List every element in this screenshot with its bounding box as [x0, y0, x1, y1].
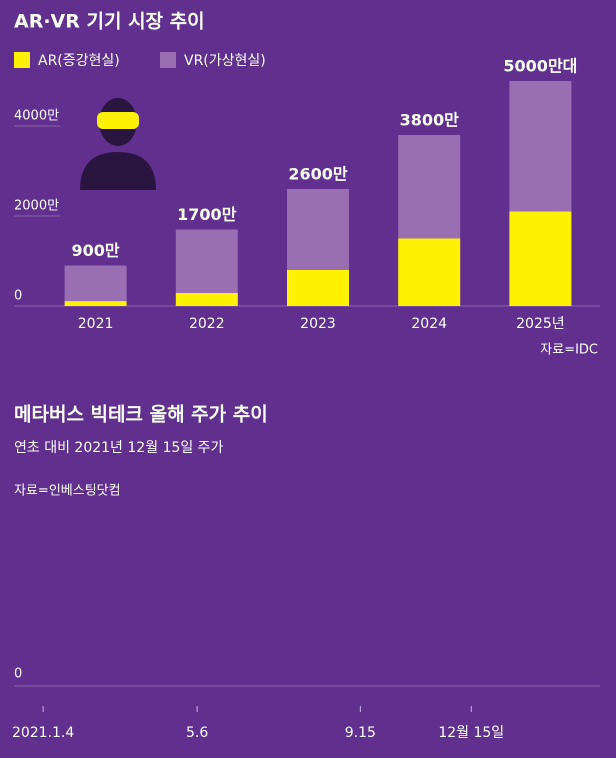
legend-label: AR(증강현실) [38, 53, 120, 69]
legend-label: VR(가상현실) [184, 53, 266, 69]
chart-title: 메타버스 빅테크 올해 주가 추이 [14, 404, 268, 426]
x-tick-label: 9.15 [345, 725, 376, 741]
y-tick-label: 2000만 [14, 199, 59, 214]
chart-title: AR·VR 기기 시장 추이 [14, 11, 205, 33]
total-label: 900만 [72, 241, 120, 260]
bar-segment [509, 211, 572, 306]
bar-segment [64, 265, 127, 302]
bar-segment [287, 189, 349, 270]
x-tick-label: 2024 [411, 316, 447, 332]
x-tick-label: 2025년 [516, 316, 565, 332]
bar-segment [175, 229, 238, 293]
x-tick-label: 2022 [189, 316, 225, 332]
bar-segment [64, 301, 127, 306]
vr-person-icon [80, 98, 156, 190]
y-tick-label: 0 [14, 667, 22, 682]
bar-segment [398, 238, 461, 306]
x-tick-label: 2023 [300, 316, 336, 332]
x-tick-label: 2021.1.4 [12, 725, 74, 741]
total-label: 2600만 [288, 165, 348, 184]
bar-segment [287, 270, 349, 306]
subtitle: 연초 대비 2021년 12월 15일 주가 [14, 440, 224, 456]
y-tick-label: 4000만 [14, 109, 59, 124]
x-tick-label: 12월 15일 [438, 725, 504, 741]
y-tick-label: 0 [14, 289, 22, 304]
total-label: 1700만 [177, 205, 237, 224]
source: 자료=인베스팅닷컴 [14, 484, 121, 499]
legend-swatch [160, 52, 176, 68]
total-label: 3800만 [400, 111, 460, 130]
legend-swatch [14, 52, 30, 68]
x-tick-label: 5.6 [186, 725, 208, 741]
source: 자료=IDC [540, 343, 598, 358]
bar-segment [398, 135, 461, 239]
total-label: 5000만대 [503, 57, 577, 76]
bar-segment [509, 81, 572, 212]
bar-segment [175, 292, 238, 306]
x-tick-label: 2021 [78, 316, 114, 332]
